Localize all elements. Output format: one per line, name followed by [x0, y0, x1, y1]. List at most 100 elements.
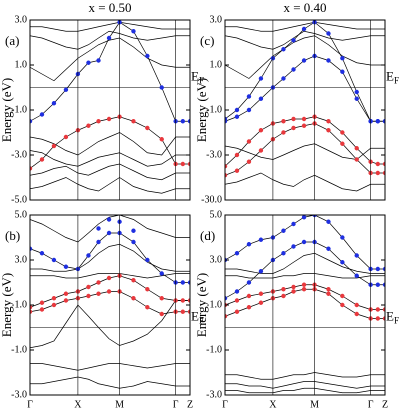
- band-dot: [281, 119, 286, 124]
- band-dot: [159, 271, 164, 276]
- band-dot: [30, 166, 33, 171]
- band-dot: [382, 266, 385, 272]
- band-dot: [281, 228, 286, 233]
- band-dot: [354, 146, 359, 151]
- band-line: [30, 215, 190, 243]
- x-tick-label: Γ: [27, 399, 33, 410]
- band-dot: [375, 307, 381, 312]
- band-dot: [382, 119, 385, 124]
- band-dot: [340, 302, 345, 308]
- band-dot: [234, 309, 240, 314]
- band-dot: [326, 31, 331, 36]
- x-tick-label: M: [115, 399, 124, 410]
- band-dot: [145, 287, 150, 292]
- band-dot: [39, 251, 45, 256]
- band-line: [225, 172, 385, 192]
- band-line: [225, 30, 385, 50]
- band-line: [225, 143, 385, 160]
- band-dot: [86, 123, 91, 128]
- band-dot: [258, 291, 264, 296]
- band-dot: [354, 89, 359, 95]
- y-tick-label: 1.0: [15, 59, 28, 70]
- y-axis-label: Energy (eV): [194, 78, 209, 142]
- band-dot: [145, 257, 150, 263]
- band-dot: [246, 107, 252, 113]
- band-line: [225, 252, 385, 274]
- band-dot: [63, 264, 69, 269]
- panel-frame: [224, 19, 386, 201]
- band-dot: [258, 300, 264, 305]
- band-dot: [326, 246, 331, 251]
- band-dot: [291, 116, 296, 122]
- band-dot: [51, 101, 57, 106]
- band-dot: [301, 116, 307, 122]
- band-dot: [39, 300, 45, 305]
- band-dot: [258, 269, 264, 274]
- band-line: [225, 273, 385, 279]
- band-dot: [354, 311, 359, 317]
- band-dot: [291, 284, 296, 290]
- panel: [30, 20, 190, 194]
- band-dot: [340, 56, 345, 61]
- band-dot: [180, 119, 186, 124]
- band-dot: [96, 58, 101, 63]
- fermi-label: EF: [386, 308, 399, 325]
- band-line: [225, 35, 385, 79]
- band-dot: [258, 128, 264, 133]
- band-dot: [326, 291, 331, 296]
- band-dot: [234, 114, 240, 119]
- y-tick-label: 3.0: [15, 254, 28, 265]
- band-dot: [39, 157, 45, 162]
- band-dot: [234, 152, 240, 158]
- y-tick-label: -1.0: [11, 104, 27, 115]
- band-dot: [375, 161, 381, 167]
- band-dot: [258, 148, 264, 153]
- band-dot: [326, 287, 331, 292]
- y-tick-label: 3.0: [15, 14, 28, 25]
- panel: [30, 215, 190, 389]
- y-tick-label: 1.0: [15, 299, 28, 310]
- band-dot: [106, 116, 112, 122]
- fermi-e: E: [386, 68, 394, 83]
- band-dot: [340, 130, 345, 135]
- band-dot: [246, 139, 252, 144]
- band-line: [225, 123, 385, 176]
- band-dot: [86, 60, 91, 65]
- band-dot: [375, 119, 381, 124]
- band-dot: [51, 257, 57, 263]
- y-tick-label: -3.0: [11, 149, 27, 160]
- band-dot: [39, 307, 45, 312]
- band-dot: [86, 293, 91, 299]
- y-tick-label: 1.0: [210, 299, 223, 310]
- band-line: [225, 387, 385, 394]
- band-line: [30, 243, 190, 272]
- band-line: [30, 30, 190, 50]
- band-dot: [96, 119, 101, 124]
- panel-label: (b): [5, 228, 20, 243]
- x-tick-label: M: [310, 399, 319, 410]
- band-dot: [63, 291, 69, 296]
- y-tick-label: -5.0: [11, 194, 27, 205]
- band-dot: [106, 35, 112, 41]
- band-dot: [382, 282, 385, 287]
- band-dot: [340, 260, 345, 265]
- band-dot: [180, 161, 186, 167]
- y-tick-label: 5.0: [15, 209, 28, 220]
- band-dot: [63, 87, 69, 92]
- fermi-label: EF: [386, 68, 399, 85]
- band-dot: [145, 53, 150, 59]
- band-dot: [131, 296, 136, 301]
- y-tick-label: -3.0: [206, 389, 222, 400]
- band-dot: [246, 305, 252, 310]
- band-dot: [382, 316, 385, 321]
- band-line: [225, 381, 385, 389]
- band-dot: [63, 134, 69, 140]
- band-dot: [375, 282, 381, 287]
- panel-label: (c): [200, 33, 214, 48]
- fermi-sub: F: [199, 316, 204, 326]
- x-tick-label: Z: [382, 399, 388, 410]
- y-tick-label: 3.0: [210, 14, 223, 25]
- fermi-label: EF: [191, 308, 204, 325]
- band-dot: [281, 293, 286, 299]
- band-dot: [180, 309, 186, 314]
